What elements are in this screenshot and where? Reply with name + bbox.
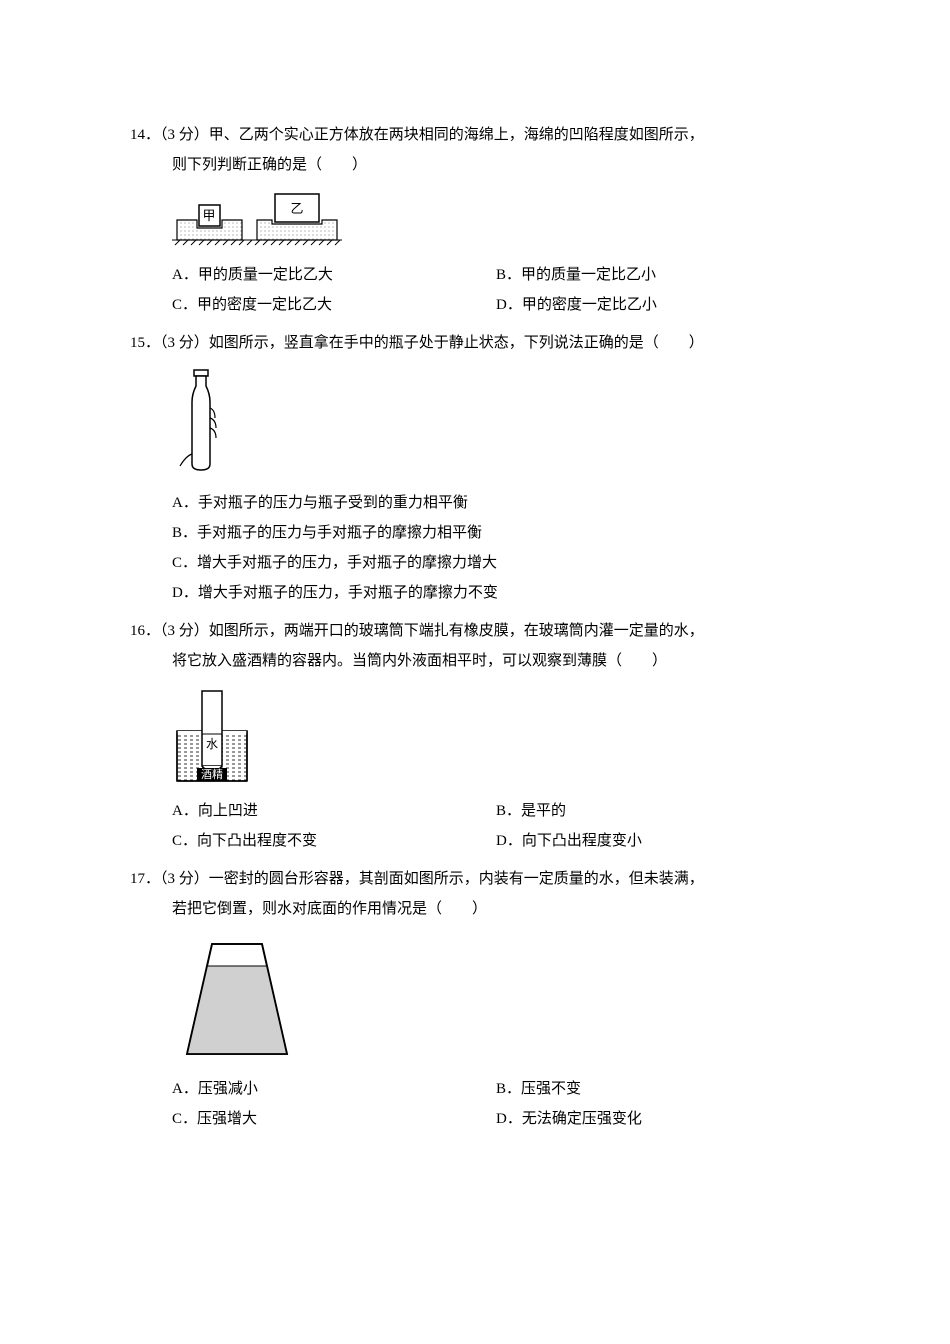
- q14-option-a: A．甲的质量一定比乙大: [172, 260, 496, 290]
- q14-label-jia: 甲: [202, 208, 215, 223]
- q15-points: （3 分）: [160, 335, 209, 351]
- q17-number: 17．: [130, 871, 160, 887]
- q15-option-d: D．增大手对瓶子的压力，手对瓶子的摩擦力不变: [172, 578, 820, 608]
- q16-option-a: A．向上凹进: [172, 796, 496, 826]
- q17-points: （3 分）: [160, 871, 209, 887]
- q17-option-a: A．压强减小: [172, 1074, 496, 1104]
- q16-stem1-text: 如图所示，两端开口的玻璃筒下端扎有橡皮膜，在玻璃筒内灌一定量的水，: [209, 623, 704, 639]
- q17-option-c: C．压强增大: [172, 1104, 496, 1134]
- q17-stem1-text: 一密封的圆台形容器，其剖面如图所示，内装有一定质量的水，但未装满，: [209, 871, 704, 887]
- q15-figure: [172, 368, 232, 478]
- q14-label-yi: 乙: [290, 201, 303, 216]
- q14-points: （3 分）: [160, 127, 209, 143]
- q16-option-b: B．是平的: [496, 796, 820, 826]
- q17-figure: [172, 934, 302, 1064]
- q16-stem-line2: 将它放入盛酒精的容器内。当筒内外液面相平时，可以观察到薄膜（ ）: [130, 646, 820, 676]
- q16-label-alcohol: 酒精: [201, 768, 223, 781]
- q14-option-c: C．甲的密度一定比乙大: [172, 290, 496, 320]
- q16-option-d: D．向下凸出程度变小: [496, 826, 820, 856]
- q14-stem-line1: 14．（3 分）甲、乙两个实心正方体放在两块相同的海绵上，海绵的凹陷程度如图所示…: [130, 120, 820, 150]
- q14-number: 14．: [130, 127, 160, 143]
- q16-points: （3 分）: [160, 623, 209, 639]
- q15-number: 15．: [130, 335, 160, 351]
- q16-label-water: 水: [206, 737, 218, 751]
- q17-option-b: B．压强不变: [496, 1074, 820, 1104]
- q14-figure: 甲 乙: [172, 190, 342, 250]
- q16-number: 16．: [130, 623, 160, 639]
- q15-stem: 15．（3 分）如图所示，竖直拿在手中的瓶子处于静止状态，下列说法正确的是（ ）: [130, 328, 820, 358]
- q17-stem-line2: 若把它倒置，则水对底面的作用情况是（ ）: [130, 894, 820, 924]
- q16-option-c: C．向下凸出程度不变: [172, 826, 496, 856]
- q17-stem-line1: 17．（3 分）一密封的圆台形容器，其剖面如图所示，内装有一定质量的水，但未装满…: [130, 864, 820, 894]
- q16-figure: 水 酒精: [172, 686, 252, 786]
- q16-stem-line1: 16．（3 分）如图所示，两端开口的玻璃筒下端扎有橡皮膜，在玻璃筒内灌一定量的水…: [130, 616, 820, 646]
- q14-option-d: D．甲的密度一定比乙小: [496, 290, 820, 320]
- q14-option-b: B．甲的质量一定比乙小: [496, 260, 820, 290]
- q14-stem-line2: 则下列判断正确的是（ ）: [130, 150, 820, 180]
- q14-stem1-text: 甲、乙两个实心正方体放在两块相同的海绵上，海绵的凹陷程度如图所示，: [209, 127, 704, 143]
- q15-stem-text: 如图所示，竖直拿在手中的瓶子处于静止状态，下列说法正确的是（ ）: [209, 335, 704, 351]
- q15-option-a: A．手对瓶子的压力与瓶子受到的重力相平衡: [172, 488, 820, 518]
- q17-option-d: D．无法确定压强变化: [496, 1104, 820, 1134]
- q15-option-b: B．手对瓶子的压力与手对瓶子的摩擦力相平衡: [172, 518, 820, 548]
- q15-option-c: C．增大手对瓶子的压力，手对瓶子的摩擦力增大: [172, 548, 820, 578]
